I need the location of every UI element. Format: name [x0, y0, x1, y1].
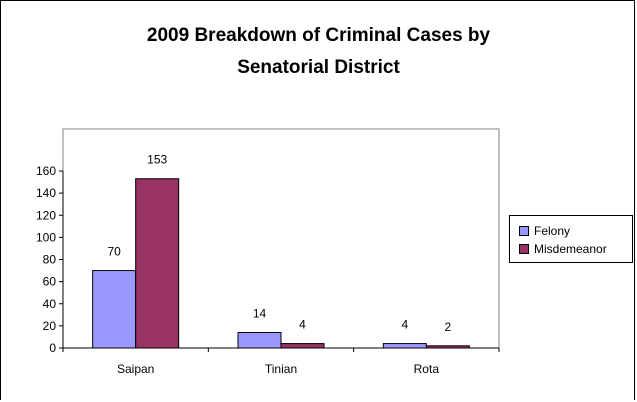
- legend-label-felony: Felony: [534, 224, 571, 238]
- legend: Felony Misdemeanor: [509, 215, 633, 263]
- legend-label-misdemeanor: Misdemeanor: [534, 242, 607, 256]
- legend-swatch-felony: [519, 225, 529, 236]
- data-label-felony-saipan: 70: [107, 245, 121, 259]
- bar-felony-tinian: [237, 332, 282, 349]
- y-tick-label-140: 140: [36, 186, 56, 200]
- x-tick-label-rota: Rota: [414, 362, 440, 376]
- bar-misdemeanor-rota: [425, 345, 470, 349]
- y-tick-label-80: 80: [43, 253, 57, 267]
- legend-swatch-misdemeanor: [519, 243, 529, 254]
- bar-felony-rota: [382, 343, 427, 349]
- x-tick-label-saipan: Saipan: [117, 362, 154, 376]
- data-label-felony-tinian: 14: [253, 307, 267, 321]
- bar-misdemeanor-tinian: [280, 343, 325, 349]
- data-label-misdemeanor-saipan: 153: [147, 153, 167, 167]
- legend-item-misdemeanor: Misdemeanor: [519, 241, 607, 257]
- y-tick-label-60: 60: [43, 275, 57, 289]
- y-tick-label-100: 100: [36, 230, 56, 244]
- y-tick-label-20: 20: [43, 319, 57, 333]
- data-label-misdemeanor-rota: 2: [444, 320, 451, 334]
- chart-title-line-1: 2009 Breakdown of Criminal Cases by: [146, 25, 491, 46]
- y-tick-label-160: 160: [36, 164, 56, 178]
- y-tick-label-0: 0: [49, 341, 56, 355]
- bars: [92, 178, 470, 349]
- legend-item-felony: Felony: [519, 223, 570, 239]
- bar-misdemeanor-saipan: [135, 178, 180, 349]
- labels: Saipan 70 153 Tinian 14 4 Rota 4 2: [107, 153, 451, 376]
- y-tick-label-40: 40: [43, 297, 57, 311]
- data-label-misdemeanor-tinian: 4: [299, 318, 306, 332]
- y-tick-label-120: 120: [36, 208, 56, 222]
- chart-title: 2009 Breakdown of Criminal Cases by Sena…: [0, 20, 637, 84]
- data-label-felony-rota: 4: [401, 318, 408, 332]
- chart-title-line-2: Senatorial District: [237, 57, 400, 78]
- bar-felony-saipan: [92, 270, 137, 349]
- x-tick-label-tinian: Tinian: [265, 362, 297, 376]
